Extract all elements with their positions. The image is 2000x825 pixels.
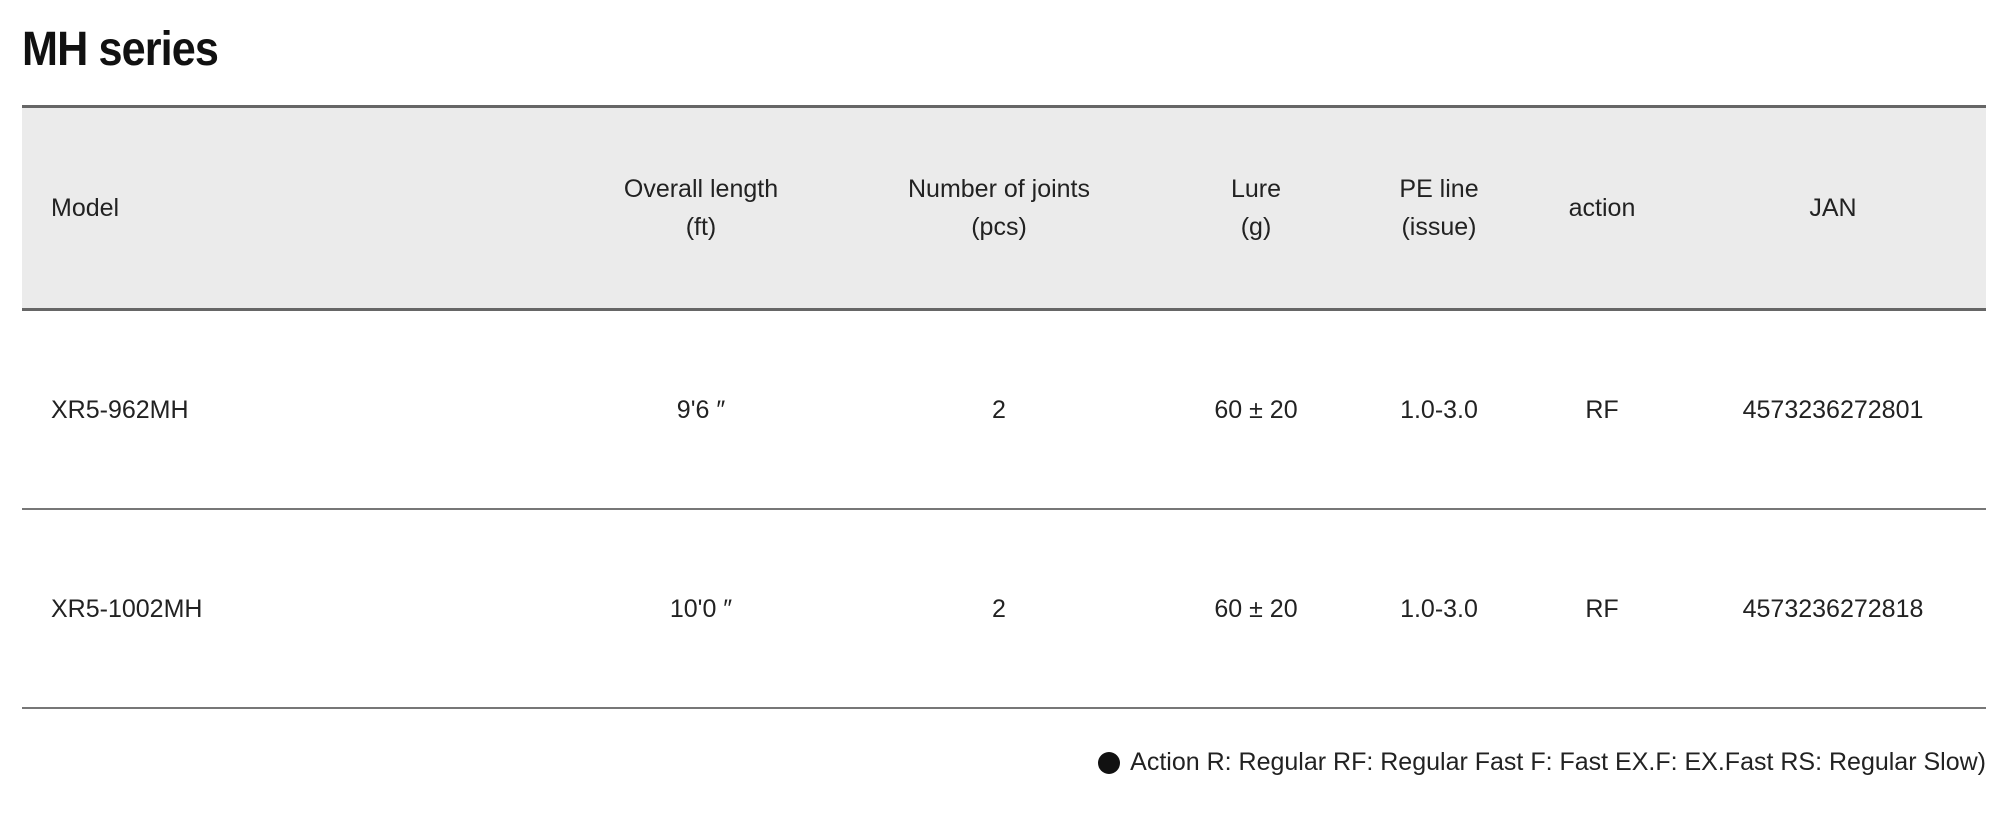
header-unit: (pcs) xyxy=(971,213,1027,241)
header-overall-length: Overall length (ft) xyxy=(624,170,778,246)
table-row: XR5-1002MH 10'0 ″ 2 60 ± 20 1.0-3.0 RF 4573236… xyxy=(22,510,1986,709)
page-title: MH series xyxy=(22,23,219,76)
header-lure: Lure (g) xyxy=(1231,170,1281,246)
header-model: Model xyxy=(51,189,119,227)
cell-lure: 60 ± 20 xyxy=(1214,395,1298,424)
header-unit: (ft) xyxy=(685,213,717,241)
table-header: Model Overall length (ft) Number of joints (… xyxy=(22,105,1986,311)
cell-pe-line: 1.0-3.0 xyxy=(1400,594,1478,623)
header-label: Overall length xyxy=(623,175,779,203)
header-jan: JAN xyxy=(1809,189,1856,227)
header-unit: (g) xyxy=(1240,213,1272,241)
footnote-text: Action R: Regular RF: Regular Fast F: Fa… xyxy=(1130,748,1986,776)
cell-jan: 4573236272818 xyxy=(1742,594,1924,623)
header-label: PE line xyxy=(1399,175,1479,203)
cell-overall-length: 9'6 ″ xyxy=(676,395,726,424)
cell-pe-line: 1.0-3.0 xyxy=(1400,395,1478,424)
cell-model: XR5-1002MH xyxy=(51,594,203,623)
header-unit: (issue) xyxy=(1401,213,1477,241)
header-joints: Number of joints (pcs) xyxy=(908,170,1090,246)
cell-overall-length: 10'0 ″ xyxy=(669,594,733,623)
header-label: Number of joints xyxy=(907,175,1091,203)
cell-action: RF xyxy=(1585,395,1619,424)
table-row: XR5-962MH 9'6 ″ 2 60 ± 20 1.0-3.0 RF 457323627… xyxy=(22,311,1986,510)
header-label: Lure xyxy=(1230,175,1282,203)
footnote: Action R: Regular RF: Regular Fast F: Fa… xyxy=(1098,748,1986,777)
header-label: Model xyxy=(51,194,120,222)
cell-model: XR5-962MH xyxy=(51,395,189,424)
cell-joints: 2 xyxy=(992,395,1006,424)
cell-jan: 4573236272801 xyxy=(1742,395,1924,424)
header-pe-line: PE line (issue) xyxy=(1399,170,1478,246)
cell-action: RF xyxy=(1585,594,1619,623)
cell-lure: 60 ± 20 xyxy=(1214,594,1298,623)
header-label: action xyxy=(1568,194,1636,222)
spec-table: Model Overall length (ft) Number of joints (… xyxy=(22,105,1986,709)
bullet-icon xyxy=(1098,751,1121,774)
header-label: JAN xyxy=(1809,194,1857,222)
cell-joints: 2 xyxy=(992,594,1006,623)
header-action: action xyxy=(1569,189,1636,227)
